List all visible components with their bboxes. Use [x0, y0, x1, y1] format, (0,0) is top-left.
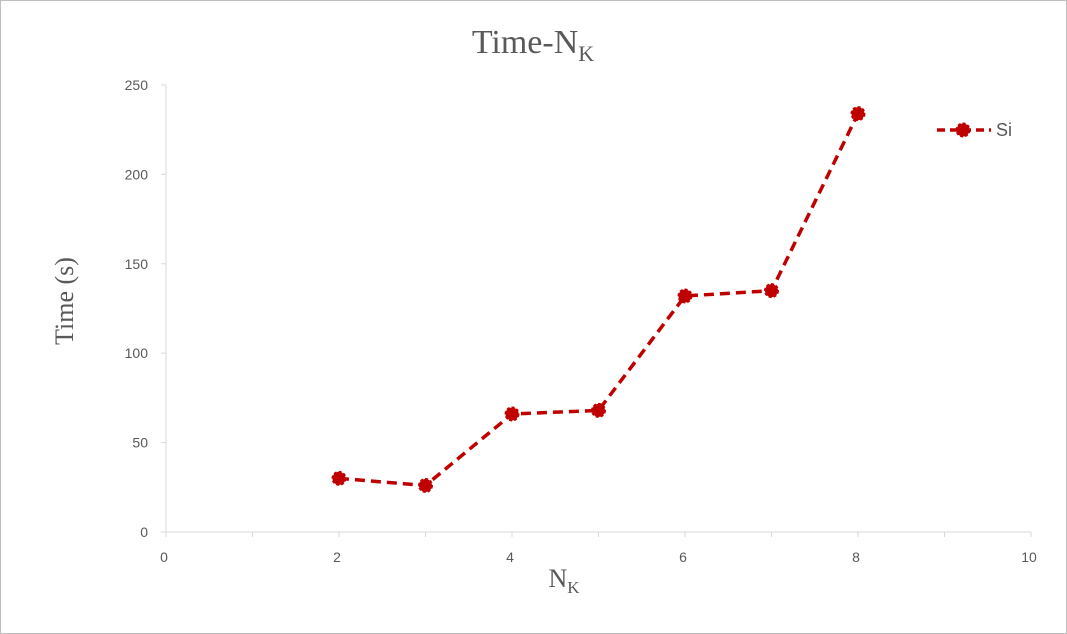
y-tick-label: 200: [125, 166, 149, 182]
chart-title: Time-NK: [472, 24, 594, 66]
data-point: [504, 406, 520, 422]
x-tick-label: 0: [160, 549, 168, 565]
y-tick-labels: 0 50 100 150 200 250: [125, 77, 166, 540]
data-point: [677, 288, 693, 304]
series-line: [338, 112, 860, 488]
series-si: [331, 106, 866, 494]
data-point: [764, 283, 779, 299]
data-point: [418, 478, 433, 494]
y-tick-label: 250: [125, 77, 149, 93]
data-point: [591, 402, 606, 418]
x-tick-label: 2: [333, 549, 341, 565]
legend: Si: [937, 120, 1012, 140]
x-tick-label: 6: [679, 549, 687, 565]
y-tick-label: 150: [125, 256, 149, 272]
data-point: [850, 106, 866, 122]
x-axis-label: NK: [548, 564, 580, 597]
legend-label-si: Si: [996, 120, 1012, 140]
x-tick-label: 10: [1021, 549, 1037, 565]
y-tick-label: 0: [140, 524, 148, 540]
x-tick-label: 4: [506, 549, 514, 565]
y-tick-label: 50: [132, 435, 148, 451]
x-tick-label: 8: [852, 549, 860, 565]
data-point: [331, 470, 347, 486]
legend-marker-icon: [955, 122, 971, 138]
x-tick-labels: 0 2 4 6 8 10: [160, 532, 1037, 565]
y-axis-label: Time (s): [50, 257, 79, 345]
y-tick-label: 100: [125, 345, 149, 361]
